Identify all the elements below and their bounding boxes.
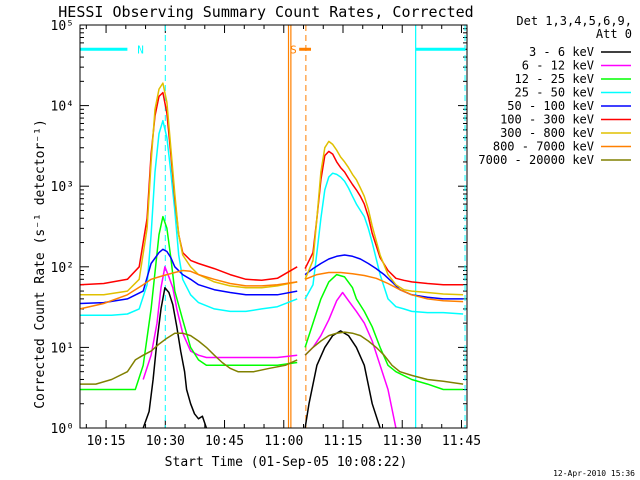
- series-line-8: [80, 332, 298, 385]
- legend-entry-label: 12 - 25 keV: [515, 72, 594, 86]
- x-axis-label: Start Time (01-Sep-05 10:08:22): [165, 455, 408, 470]
- y-tick-label: 10²: [51, 261, 74, 276]
- interval-label-n: N: [137, 43, 144, 56]
- legend-entry-label: 800 - 7000 keV: [493, 140, 594, 154]
- legend-subheader: Att 0: [596, 27, 632, 41]
- y-tick-label: 10³: [51, 180, 74, 195]
- x-tick-label: 10:15: [86, 434, 125, 449]
- series-line-5: [304, 150, 464, 286]
- series-line-8: [304, 331, 464, 385]
- y-tick-label: 10¹: [51, 341, 74, 356]
- x-tick-label: 11:15: [323, 434, 362, 449]
- series-line-3: [304, 172, 464, 315]
- series-line-2: [80, 215, 298, 391]
- axes-group: 10⁰ 10¹ 10² 10³ 10⁴ 10⁵ 10:15 10:30 10:45 11:00 11…: [51, 19, 482, 449]
- chart-title: HESSI Observing Summary Count Rates, Cor…: [58, 3, 473, 21]
- y-tick-label: 10⁰: [51, 422, 74, 437]
- x-tick-label: 11:45: [442, 434, 481, 449]
- legend-entry-label: 25 - 50 keV: [515, 86, 594, 100]
- legend-entry-label: 50 - 100 keV: [507, 99, 594, 113]
- series-group: [79, 82, 464, 429]
- interval-label-s: S: [290, 43, 297, 56]
- footer-timestamp: 12-Apr-2010 15:36: [553, 469, 635, 478]
- series-line-6: [80, 82, 298, 296]
- series-line-1: [142, 266, 298, 380]
- series-line-0: [304, 330, 381, 429]
- series-line-0: [142, 286, 208, 429]
- series-line-4: [79, 248, 298, 305]
- series-line-7: [304, 271, 464, 303]
- y-tick-label: 10⁵: [51, 19, 74, 34]
- legend-header: Det 1,3,4,5,6,9,: [516, 14, 632, 28]
- y-axis-label: Corrected Count Rate (s⁻¹ detector⁻¹): [33, 119, 48, 409]
- x-tick-label: 10:45: [205, 434, 244, 449]
- legend-entry-label: 3 - 6 keV: [529, 45, 594, 59]
- legend-entry-label: 7000 - 20000 keV: [478, 153, 594, 167]
- legend-entry-label: 6 - 12 keV: [522, 59, 594, 73]
- series-line-7: [79, 269, 298, 310]
- legend-entry-label: 100 - 300 keV: [500, 113, 594, 127]
- x-tick-label: 10:30: [146, 434, 185, 449]
- plot-frame: [79, 24, 468, 429]
- y-tick-label: 10⁴: [51, 100, 74, 115]
- series-line-2: [304, 273, 464, 391]
- x-tick-label: 11:30: [383, 434, 422, 449]
- series-line-6: [304, 140, 464, 296]
- legend-entry-label: 300 - 800 keV: [500, 126, 594, 140]
- series-line-1: [304, 291, 397, 429]
- x-tick-label: 11:00: [264, 434, 303, 449]
- series-line-3: [80, 119, 298, 317]
